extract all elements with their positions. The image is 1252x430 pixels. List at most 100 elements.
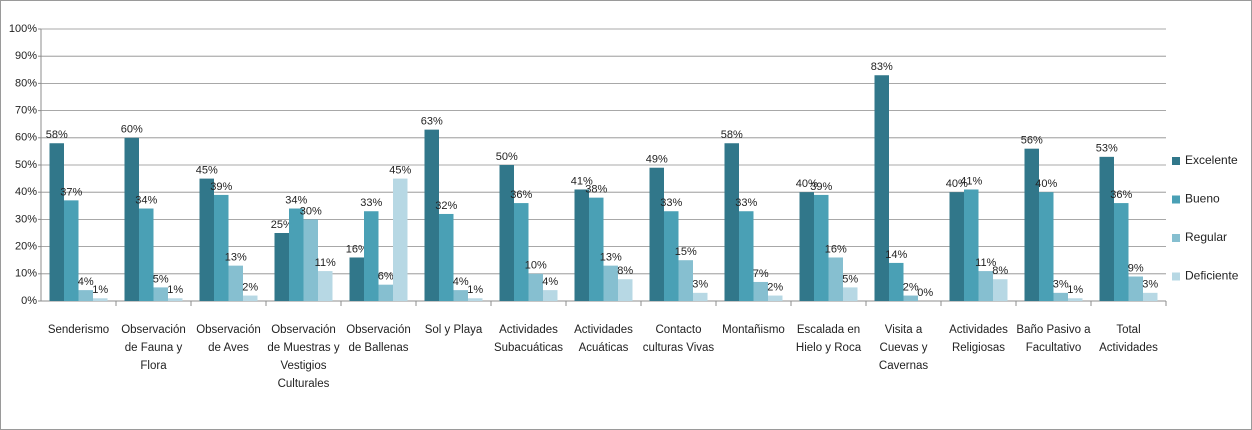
bar: [93, 298, 108, 301]
data-label: 83%: [871, 61, 893, 73]
bar: [574, 189, 589, 301]
data-label: 63%: [421, 116, 443, 128]
data-label: 13%: [600, 252, 622, 264]
bar: [153, 287, 168, 301]
bar: [949, 192, 964, 301]
bar: [228, 265, 243, 301]
bar: [439, 213, 454, 301]
data-label: 1%: [467, 284, 483, 296]
bar: [1143, 292, 1158, 301]
data-label: 39%: [810, 181, 832, 193]
bar: [889, 262, 904, 301]
data-label: 25%: [271, 219, 293, 231]
data-label: 39%: [210, 181, 232, 193]
data-label: 14%: [885, 249, 907, 261]
data-label: 7%: [753, 268, 769, 280]
x-tick-label: Senderismo: [47, 324, 110, 336]
legend-label: Excelente: [1185, 153, 1238, 167]
bar: [1039, 192, 1054, 301]
data-label: 49%: [646, 154, 668, 166]
y-tick-label: 10%: [15, 268, 37, 280]
data-label: 58%: [46, 129, 68, 141]
data-label: 33%: [735, 197, 757, 209]
data-label: 40%: [796, 178, 818, 190]
bar: [139, 208, 154, 301]
data-label: 33%: [660, 197, 682, 209]
data-label: 40%: [1035, 178, 1057, 190]
bar: [364, 211, 379, 301]
data-label: 2%: [242, 281, 258, 293]
x-tick-label: Observación de Fauna y Flora: [121, 324, 186, 372]
bar: [1068, 298, 1083, 301]
bar: [964, 189, 979, 301]
bar: [843, 287, 858, 301]
data-label: 60%: [121, 124, 143, 136]
data-label: 1%: [1067, 284, 1083, 296]
data-label: 2%: [903, 281, 919, 293]
x-tick-label: Actividades Acuáticas: [574, 324, 633, 354]
bar: [978, 271, 993, 301]
bar: [799, 192, 814, 301]
bar: [64, 200, 79, 301]
data-label: 9%: [1128, 262, 1144, 274]
bar: [393, 178, 408, 301]
data-label: 5%: [153, 273, 169, 285]
bar: [739, 211, 754, 301]
legend-swatch: [1172, 157, 1180, 165]
bar: [124, 137, 139, 301]
data-label: 40%: [946, 178, 968, 190]
data-label: 3%: [692, 279, 708, 291]
x-tick-label: Montañismo: [722, 324, 785, 336]
data-label: 56%: [1021, 135, 1043, 147]
bar: [678, 260, 693, 301]
bar: [814, 194, 829, 301]
bar: [543, 290, 558, 301]
bar: [753, 281, 768, 301]
data-label: 1%: [167, 284, 183, 296]
y-tick-label: 40%: [15, 186, 37, 198]
bar: [514, 203, 529, 301]
data-label: 4%: [78, 276, 94, 288]
data-label: 36%: [1110, 189, 1132, 201]
x-tick-label: Visita a Cuevas y Cavernas: [878, 324, 929, 372]
bar: [649, 167, 664, 301]
y-tick-label: 100%: [9, 23, 37, 35]
data-label: 15%: [675, 246, 697, 258]
x-tick-label: Escalada en Hielo y Roca: [795, 324, 862, 354]
bar: [903, 295, 918, 301]
data-label: 33%: [360, 197, 382, 209]
data-label: 3%: [1142, 279, 1158, 291]
data-label: 1%: [92, 284, 108, 296]
x-tick-label: Total Actividades: [1099, 324, 1158, 354]
bar: [603, 265, 618, 301]
y-tick-label: 0%: [21, 295, 37, 307]
bar: [168, 298, 183, 301]
data-label: 4%: [453, 276, 469, 288]
legend-label: Regular: [1185, 230, 1227, 244]
legend-label: Deficiente: [1185, 269, 1239, 283]
bar: [274, 233, 289, 301]
bar: [378, 284, 393, 301]
bar: [49, 143, 64, 301]
data-label: 16%: [825, 243, 847, 255]
bar: [664, 211, 679, 301]
bar: [768, 295, 783, 301]
bar: [828, 257, 843, 301]
y-tick-label: 90%: [15, 50, 37, 62]
x-tick-label: Sol y Playa: [424, 324, 483, 336]
bar: [499, 165, 514, 301]
y-tick-label: 60%: [15, 132, 37, 144]
bar: [1114, 203, 1129, 301]
bar: [243, 295, 258, 301]
data-label: 2%: [767, 281, 783, 293]
data-label: 34%: [285, 194, 307, 206]
bar: [1024, 148, 1039, 301]
data-label: 36%: [510, 189, 532, 201]
data-label: 4%: [542, 276, 558, 288]
bar: [1099, 156, 1114, 301]
bar: [693, 292, 708, 301]
data-label: 11%: [975, 257, 996, 269]
bar: [424, 129, 439, 301]
data-label: 50%: [496, 151, 518, 163]
